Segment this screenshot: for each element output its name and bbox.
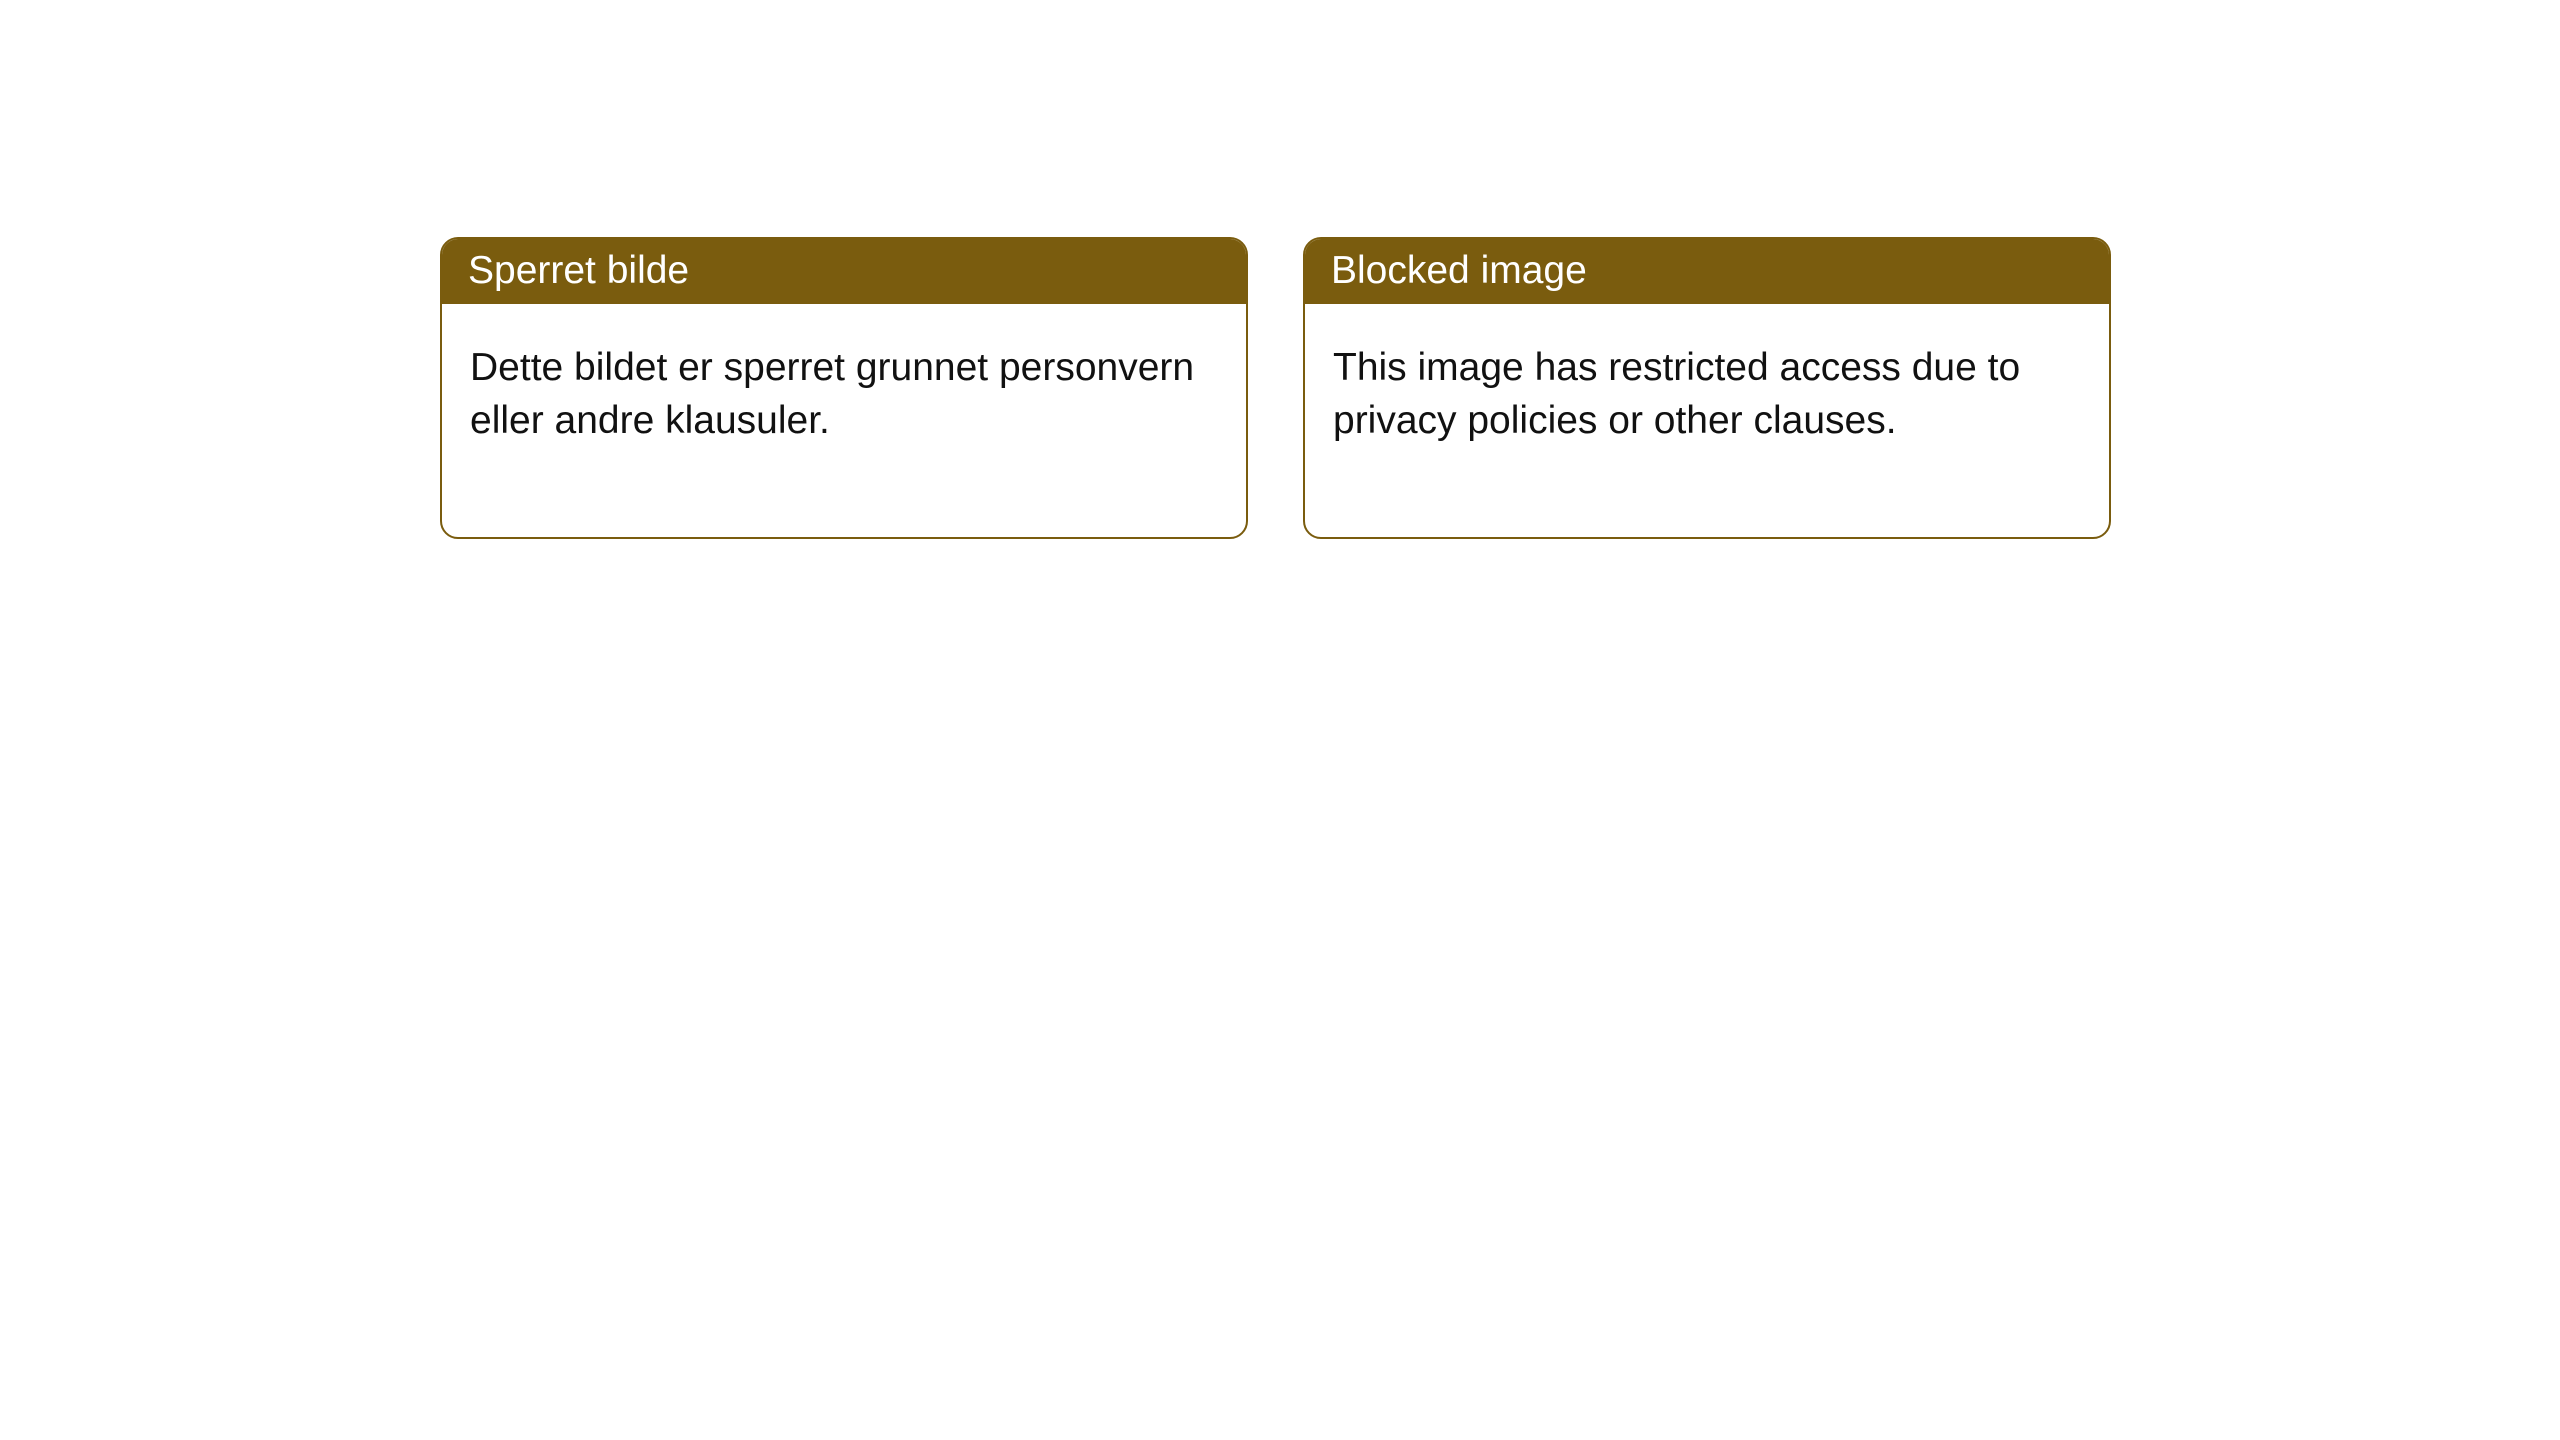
notice-container: Sperret bilde Dette bildet er sperret gr… [0,0,2560,539]
card-header-no: Sperret bilde [442,239,1246,304]
card-body-no: Dette bildet er sperret grunnet personve… [442,304,1246,537]
blocked-image-card-en: Blocked image This image has restricted … [1303,237,2111,539]
card-body-en: This image has restricted access due to … [1305,304,2109,537]
card-header-en: Blocked image [1305,239,2109,304]
blocked-image-card-no: Sperret bilde Dette bildet er sperret gr… [440,237,1248,539]
